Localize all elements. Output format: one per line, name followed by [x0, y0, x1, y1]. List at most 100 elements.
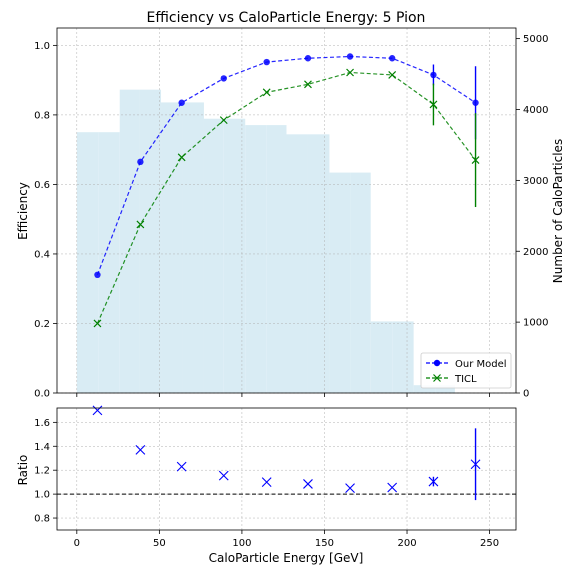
- top-x-ticks: [76, 393, 490, 397]
- histogram-bar-7: [223, 118, 246, 393]
- x-tick-label-100: 100: [232, 538, 251, 549]
- legend-label-our-model: Our Model: [455, 359, 507, 370]
- top-y2-tick-label-2000: 2000: [523, 247, 548, 258]
- series-1-point-3: [219, 116, 228, 125]
- series-0-point-6: [346, 53, 354, 60]
- bottom-y-tick-label-0.8: 0.8: [34, 514, 50, 525]
- ratio-point-4: [261, 477, 272, 488]
- series-1-point-7: [388, 71, 397, 79]
- bottom-axes-frame: [56, 407, 517, 531]
- top-y-tick-label-0.8: 0.8: [34, 110, 50, 121]
- series-1-point-9: [471, 156, 480, 165]
- histogram-bar-9: [266, 125, 287, 394]
- series-line-1: [96, 71, 477, 324]
- x-tick-label-0: 0: [74, 538, 80, 549]
- x-tick-label-250: 250: [480, 538, 499, 549]
- legend-marker-ticl: [433, 374, 441, 382]
- bottom-grid: [57, 408, 516, 530]
- ratio-point-3: [218, 470, 229, 481]
- bottom-y-tick-label-1.2: 1.2: [34, 466, 50, 477]
- histogram-bar-1: [98, 132, 120, 394]
- bottom-x-ticks: 0 50 100 150 200 250: [74, 530, 499, 549]
- histogram-bar-17: [435, 385, 455, 393]
- legend-entry-our-model: Our Model: [426, 359, 507, 370]
- ratio-point-8: [428, 476, 439, 487]
- legend: Our Model TICL: [420, 352, 512, 389]
- series-0-point-3: [220, 75, 227, 82]
- chart-title: Efficiency vs CaloParticle Energy: 5 Pio…: [147, 10, 426, 26]
- x-tick-label-50: 50: [153, 538, 166, 549]
- histogram-bar-5: [182, 102, 204, 393]
- ratio-point-0: [92, 405, 103, 416]
- series-0-point-9: [472, 99, 479, 106]
- ratio-point-7: [387, 482, 398, 493]
- top-y2-tick-label-3000: 3000: [523, 176, 548, 187]
- bottom-y-ticks: 0.8 1.0 1.2 1.4 1.6: [34, 418, 57, 525]
- histogram-bar-8: [245, 125, 267, 394]
- bottom-panel: 0 50 100 150 200 250 0.8 1.0 1.2 1.4 1.6 Ratio Ca…: [16, 405, 517, 565]
- ratio-point-9: [470, 459, 481, 470]
- top-y-tick-label-0.6: 0.6: [34, 180, 50, 191]
- series-1-point-4: [262, 88, 271, 97]
- histogram-bar-11: [307, 134, 330, 394]
- top-y-tick-label-0.4: 0.4: [34, 249, 50, 260]
- legend-label-ticl: TICL: [454, 374, 477, 385]
- top-panel: 0.0 0.2 0.4 0.6 0.8 1.0 0 1000 2000 3000 4000 5000…: [16, 27, 565, 400]
- bottom-y-tick-label-1.6: 1.6: [34, 418, 50, 429]
- top-axes-frame: [56, 27, 517, 394]
- series-0-point-7: [388, 55, 396, 62]
- ratio-point-2: [176, 461, 187, 472]
- top-y2-tick-label-5000: 5000: [523, 34, 548, 45]
- x-tick-label-150: 150: [315, 538, 334, 549]
- histogram-bar-3: [139, 89, 162, 394]
- histogram-bar-13: [350, 172, 371, 393]
- histogram-bar-10: [286, 134, 308, 394]
- histogram-bar-4: [161, 102, 183, 393]
- histogram-bar-0: [76, 132, 99, 394]
- series-0-point-1: [137, 158, 144, 166]
- histogram-bar-15: [392, 321, 414, 393]
- top-y2-tick-label-0: 0: [523, 389, 529, 400]
- series-1-point-1: [136, 220, 145, 229]
- series-0-point-4: [263, 58, 270, 66]
- ratio-series: [92, 405, 481, 501]
- ratio-point-6: [345, 483, 355, 494]
- top-y2-ticks: 0 1000 2000 3000 4000 5000: [516, 34, 548, 400]
- ratio-point-1: [135, 444, 146, 455]
- top-y2-tick-label-1000: 1000: [523, 318, 548, 329]
- legend-marker-our-model: [433, 359, 441, 367]
- top-y2-axis-label: Number of CaloParticles: [551, 139, 565, 283]
- top-series: [93, 53, 480, 328]
- top-y2-tick-label-4000: 4000: [523, 105, 548, 116]
- histogram-bar-16: [413, 385, 436, 393]
- legend-box: [420, 352, 512, 389]
- bottom-y-axis-label: Ratio: [16, 455, 30, 486]
- series-0-point-0: [94, 271, 101, 279]
- bottom-y-tick-label-1.0: 1.0: [34, 490, 50, 501]
- top-y-tick-label-0.2: 0.2: [34, 319, 50, 330]
- histogram: [76, 89, 455, 394]
- top-y-tick-label-1.0: 1.0: [34, 41, 50, 52]
- top-y-tick-label-0.0: 0.0: [34, 389, 50, 400]
- top-y-ticks: 0.0 0.2 0.4 0.6 0.8 1.0: [34, 41, 57, 400]
- histogram-bar-2: [119, 89, 140, 394]
- series-1-point-5: [304, 80, 312, 89]
- series-1-point-6: [346, 68, 354, 77]
- series-1-point-2: [177, 153, 186, 162]
- series-0-point-5: [304, 55, 312, 62]
- x-axis-label: CaloParticle Energy [GeV]: [209, 551, 364, 565]
- series-line-0: [96, 55, 476, 276]
- histogram-bar-14: [370, 321, 393, 393]
- histogram-bar-12: [329, 172, 351, 393]
- series-1-point-8: [429, 100, 438, 109]
- series-1-point-0: [93, 319, 102, 328]
- series-0-point-2: [178, 99, 185, 106]
- x-tick-label-200: 200: [397, 538, 416, 549]
- top-y-axis-label: Efficiency: [16, 182, 30, 240]
- ratio-point-5: [303, 479, 313, 489]
- bottom-y-tick-label-1.4: 1.4: [34, 442, 50, 453]
- legend-entry-ticl: TICL: [426, 374, 477, 385]
- histogram-bar-6: [203, 118, 224, 393]
